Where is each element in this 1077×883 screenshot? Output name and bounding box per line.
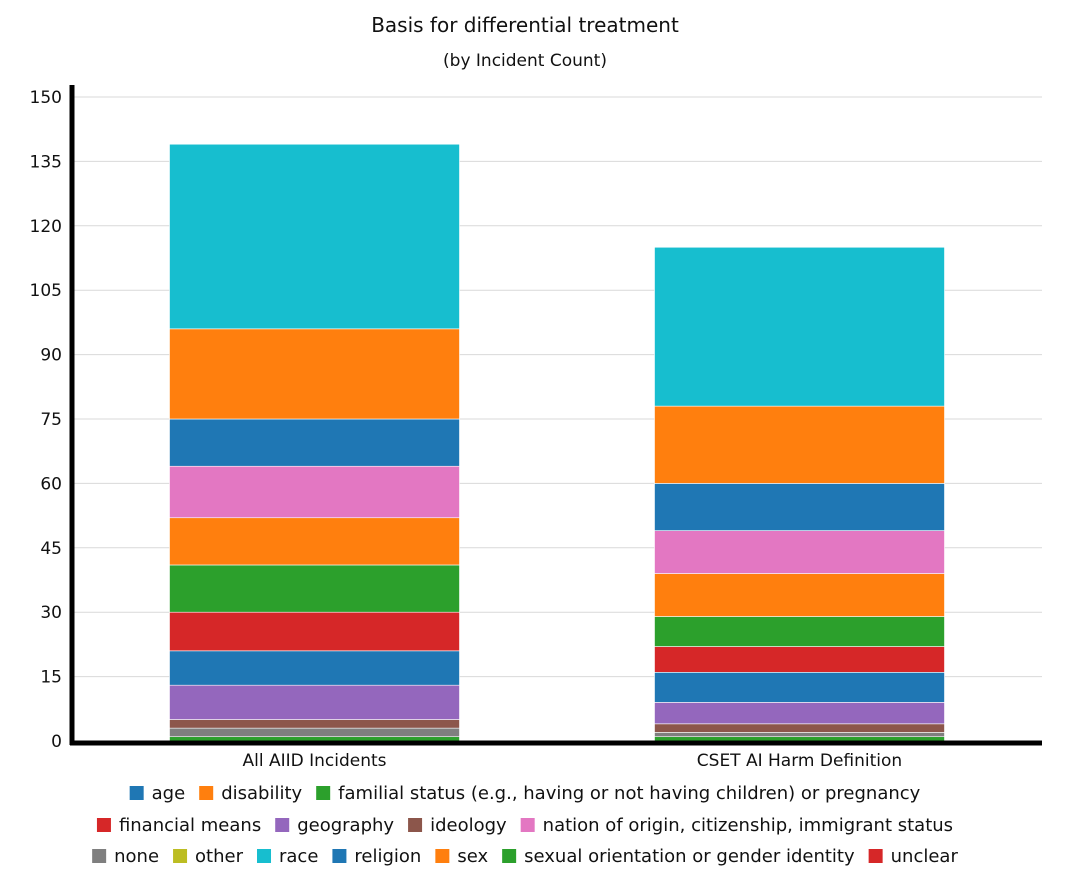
legend-swatch [332, 849, 347, 863]
bar-segment-ideology [169, 719, 460, 729]
bar-segment-geography [169, 684, 460, 720]
legend-swatch [257, 849, 272, 863]
bar-segment-age [654, 672, 945, 703]
legend-label: sex [457, 846, 488, 867]
chart-subtitle: (by Incident Count) [443, 51, 607, 71]
legend-item-geography: geography [275, 815, 394, 836]
legend-label: familial status (e.g., having or not hav… [338, 783, 921, 804]
bar-segment-race [654, 246, 945, 407]
legend-swatch [173, 849, 188, 863]
y-tick-label: 75 [40, 410, 62, 430]
bar-segment-financial-means [169, 611, 460, 652]
legend-item-financial-means: financial means [96, 815, 261, 836]
legend-label: age [152, 783, 186, 804]
legend-swatch [520, 818, 535, 832]
bar-segment-religion [169, 418, 460, 467]
legend-label: sexual orientation or gender identity [524, 846, 855, 867]
legend-label: ideology [430, 815, 507, 836]
y-tick-label: 60 [40, 474, 62, 494]
legend: age disability familial status (e.g., havi… [92, 783, 958, 867]
bar-segment-sexual-orientation-or-gender-identity [169, 736, 460, 742]
y-tick-label: 0 [51, 732, 62, 752]
bar-segment-disability [169, 517, 460, 566]
legend-item-sexual-orientation-or-gender-identity: sexual orientation or gender identity [502, 846, 855, 867]
legend-swatch [316, 786, 331, 800]
legend-item-none: none [92, 846, 159, 867]
legend-item-disability: disability [199, 783, 303, 804]
legend-swatch [868, 849, 883, 863]
legend-item-unclear: unclear [868, 846, 959, 867]
legend-item-ideology: ideology [408, 815, 507, 836]
bar-segment-nation-of-origin-citizenship-immigrant-status [654, 530, 945, 574]
axes [69, 85, 1042, 746]
y-tick-label: 135 [30, 152, 62, 172]
chart-title: Basis for differential treatment [371, 13, 679, 37]
legend-item-nation-of-origin-citizenship-immigrant-status: nation of origin, citizenship, immigrant… [520, 815, 953, 836]
legend-swatch [129, 786, 144, 800]
bar-segment-ideology [654, 723, 945, 733]
legend-item-other: other [173, 846, 244, 867]
legend-item-age: age [129, 783, 186, 804]
legend-swatch [96, 818, 111, 832]
legend-swatch [408, 818, 423, 832]
bar-segment-geography [654, 702, 945, 725]
bar-segment-none [654, 732, 945, 738]
legend-label: disability [221, 783, 302, 804]
y-tick-label: 90 [40, 346, 62, 366]
y-tick-label: 15 [40, 668, 62, 688]
bar-segment-nation-of-origin-citizenship-immigrant-status [169, 465, 460, 519]
legend-label: religion [354, 846, 421, 867]
y-tick-label: 150 [30, 88, 62, 108]
legend-label: geography [297, 815, 394, 836]
legend-label: nation of origin, citizenship, immigrant… [543, 815, 953, 836]
x-tick-label: All AIID Incidents [242, 751, 386, 771]
bar-segment-race [169, 143, 460, 330]
x-tick-label: CSET AI Harm Definition [697, 751, 902, 771]
y-tick-label: 105 [30, 281, 62, 301]
bar-segment-age [169, 650, 460, 686]
legend-item-sex: sex [435, 846, 488, 867]
bar-segment-none [169, 727, 460, 738]
bar-segment-religion [654, 483, 945, 531]
bar-segment-familial-status-e-g-having-or-not-having-children-or-pregnancy [169, 564, 460, 613]
bar-segment-sex [169, 328, 460, 420]
legend-item-race: race [257, 846, 318, 867]
legend-label: race [279, 846, 318, 867]
legend-label: other [195, 846, 244, 867]
legend-label: financial means [119, 815, 261, 836]
legend-swatch [502, 849, 517, 863]
legend-swatch [199, 786, 214, 800]
legend-label: none [114, 846, 159, 867]
tick-labels: 0 15 30 45 60 75 90 105 120 135 150 All AIID Incide… [30, 88, 903, 771]
bars [169, 143, 945, 742]
y-tick-label: 30 [40, 603, 62, 623]
y-tick-label: 45 [40, 539, 62, 559]
legend-swatch [435, 849, 450, 863]
legend-label: unclear [891, 846, 959, 867]
legend-item-familial-status-e-g-having-or-not-having-children-or-pregnancy: familial status (e.g., having or not hav… [316, 783, 921, 804]
legend-swatch [275, 818, 290, 832]
legend-item-religion: religion [332, 846, 421, 867]
bar-segment-disability [654, 573, 945, 617]
bar-segment-financial-means [654, 646, 945, 673]
y-tick-label: 120 [30, 217, 62, 237]
bar-segment-sex [654, 405, 945, 484]
legend-swatch [92, 849, 107, 863]
bar-segment-sexual-orientation-or-gender-identity [654, 736, 945, 742]
bar-segment-familial-status-e-g-having-or-not-having-children-or-pregnancy [654, 616, 945, 647]
